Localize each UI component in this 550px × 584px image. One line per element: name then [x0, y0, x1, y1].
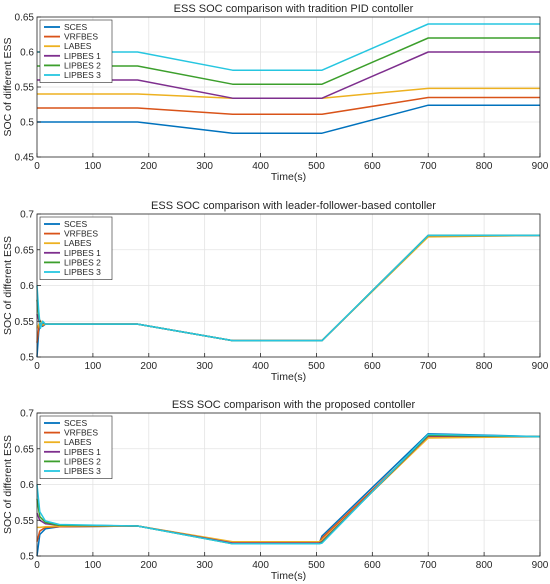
legend-box	[39, 19, 113, 83]
x-tick-label: 0	[34, 161, 40, 172]
legend-entry: LIPBES 1	[64, 51, 101, 61]
x-tick-label: 400	[252, 361, 269, 372]
legend-entry: LABES	[64, 238, 92, 248]
x-tick-label: 100	[85, 361, 102, 372]
x-tick-label: 200	[140, 560, 157, 571]
legend-entry: LIPBES 3	[64, 70, 101, 80]
x-tick-label: 700	[420, 560, 437, 571]
series-line-lipbes-1	[37, 51, 540, 99]
y-tick-label: 0.65	[15, 444, 35, 455]
series-line-lipbes-2	[37, 37, 540, 85]
legend-entry: LIPBES 2	[64, 60, 101, 70]
chart-panel-2: 0 100 200 300 400 500 600 700 800 900 0.5 0.55 0.6 0.…	[2, 200, 549, 383]
x-axis-label: Time(s)	[271, 371, 306, 383]
x-tick-label: 500	[308, 560, 325, 571]
x-axis-label: Time(s)	[271, 171, 306, 183]
x-tick-label: 900	[532, 361, 549, 372]
series-line-lipbes-3	[36, 234, 540, 342]
x-tick-label: 800	[476, 161, 493, 172]
chart-panel-1: 0 100 200 300 400 500 600 700 800 900 0.45 0.5 0.55 0…	[2, 3, 549, 183]
x-tick-label: 700	[420, 161, 437, 172]
y-axis-label: SOC of different ESS	[2, 37, 14, 136]
legend-entry: LIPBES 1	[64, 447, 101, 457]
series-line-sces	[37, 104, 540, 134]
legend-entry: SCES	[64, 22, 87, 32]
y-tick-label: 0.45	[15, 153, 35, 164]
x-tick-label: 600	[364, 361, 381, 372]
legend-entry: LABES	[64, 437, 92, 447]
y-tick-label: 0.55	[15, 83, 35, 94]
x-tick-label: 600	[364, 161, 381, 172]
legend-entry: SCES	[64, 418, 87, 428]
x-tick-label: 700	[420, 361, 437, 372]
series-line-vrfbes	[37, 96, 540, 116]
chart-title: ESS SOC comparison with tradition PID co…	[174, 3, 414, 15]
x-tick-label: 500	[308, 161, 325, 172]
x-tick-label: 900	[532, 161, 549, 172]
legend-entry: LIPBES 2	[64, 257, 101, 267]
x-tick-label: 300	[196, 560, 213, 571]
x-tick-label: 200	[140, 161, 157, 172]
y-tick-label: 0.5	[20, 118, 34, 129]
y-tick-label: 0.5	[20, 552, 34, 563]
x-tick-label: 300	[196, 161, 213, 172]
y-axis-label: SOC of different ESS	[2, 236, 14, 335]
x-tick-label: 900	[532, 560, 549, 571]
y-tick-label: 0.6	[20, 480, 34, 491]
x-tick-label: 100	[85, 560, 102, 571]
y-axis-label: SOC of different ESS	[2, 435, 14, 534]
legend-entry: VRFBES	[64, 32, 98, 42]
legend-entry: LIPBES 2	[64, 456, 101, 466]
legend-box	[39, 216, 113, 280]
x-tick-label: 600	[364, 560, 381, 571]
y-tick-label: 0.55	[15, 317, 35, 328]
y-tick-label: 0.55	[15, 516, 35, 527]
x-axis-label: Time(s)	[271, 570, 306, 582]
x-tick-label: 400	[252, 161, 269, 172]
x-tick-label: 200	[140, 361, 157, 372]
x-tick-label: 800	[476, 560, 493, 571]
x-tick-label: 0	[34, 361, 40, 372]
x-tick-label: 300	[196, 361, 213, 372]
legend-entry: LIPBES 3	[64, 466, 101, 476]
x-tick-label: 800	[476, 361, 493, 372]
y-tick-label: 0.65	[15, 245, 35, 256]
y-tick-label: 0.6	[20, 281, 34, 292]
legend-box	[39, 415, 113, 479]
chart-title: ESS SOC comparison with leader-follower-…	[151, 200, 436, 212]
y-tick-label: 0.5	[20, 353, 34, 364]
y-tick-label: 0.65	[15, 13, 35, 24]
legend-entry: LABES	[64, 41, 92, 51]
legend-entry: SCES	[64, 219, 87, 229]
series-line-lipbes-3	[36, 433, 541, 545]
series-line-lipbes-3	[37, 23, 540, 71]
legend-entry: VRFBES	[64, 229, 98, 239]
x-tick-label: 500	[308, 361, 325, 372]
x-tick-label: 0	[34, 560, 40, 571]
y-tick-label: 0.7	[20, 210, 34, 221]
y-tick-label: 0.6	[20, 48, 34, 59]
x-tick-label: 100	[85, 161, 102, 172]
chart-title: ESS SOC comparison with the proposed con…	[172, 399, 416, 411]
legend-entry: LIPBES 1	[64, 248, 101, 258]
legend-entry: VRFBES	[64, 428, 98, 438]
x-tick-label: 400	[252, 560, 269, 571]
y-tick-label: 0.7	[20, 409, 34, 420]
legend-entry: LIPBES 3	[64, 267, 101, 277]
chart-panel-3: 0 100 200 300 400 500 600 700 800 900 0.5 0.55 0.6 0.…	[2, 399, 549, 582]
